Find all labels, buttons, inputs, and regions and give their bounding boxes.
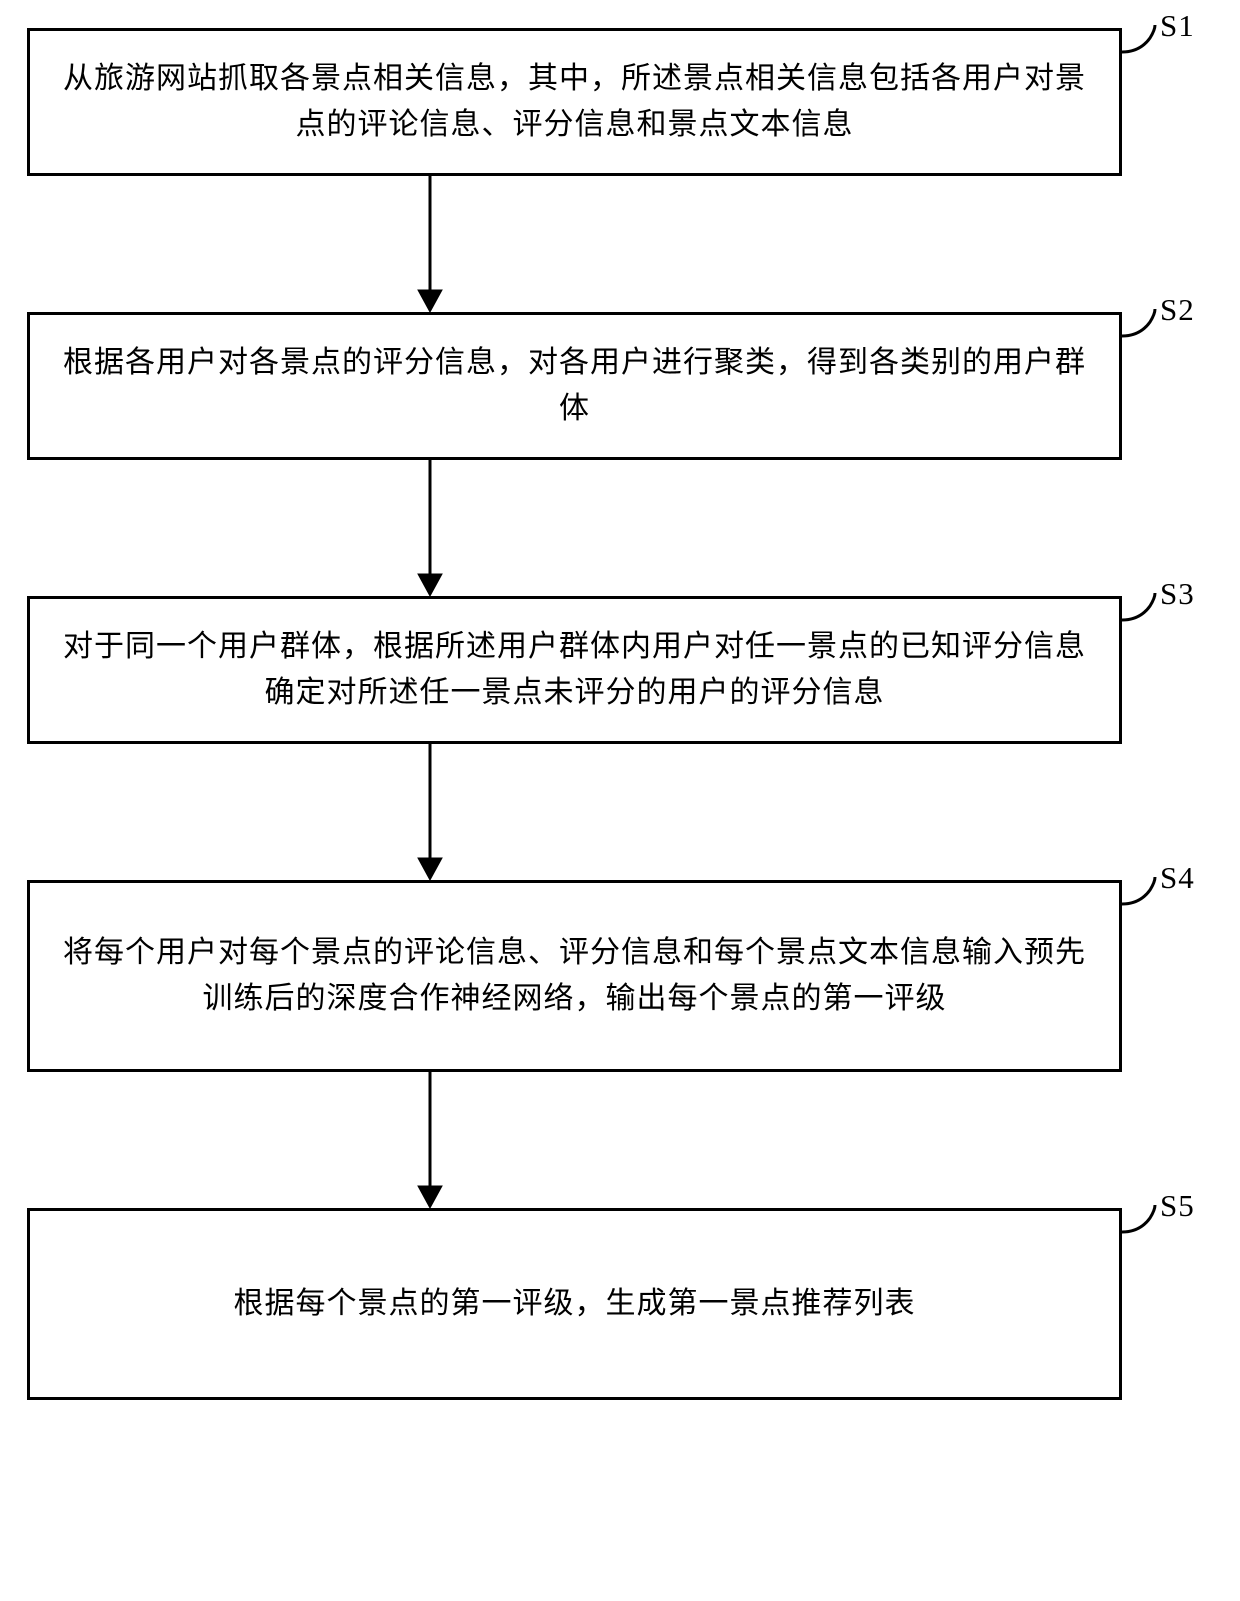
- label-connector-s5: [0, 0, 1240, 1256]
- flowchart-container: 从旅游网站抓取各景点相关信息，其中，所述景点相关信息包括各用户对景点的评论信息、…: [0, 0, 1240, 1601]
- node-text-s5: 根据每个景点的第一评级，生成第一景点推荐列表: [234, 1281, 916, 1328]
